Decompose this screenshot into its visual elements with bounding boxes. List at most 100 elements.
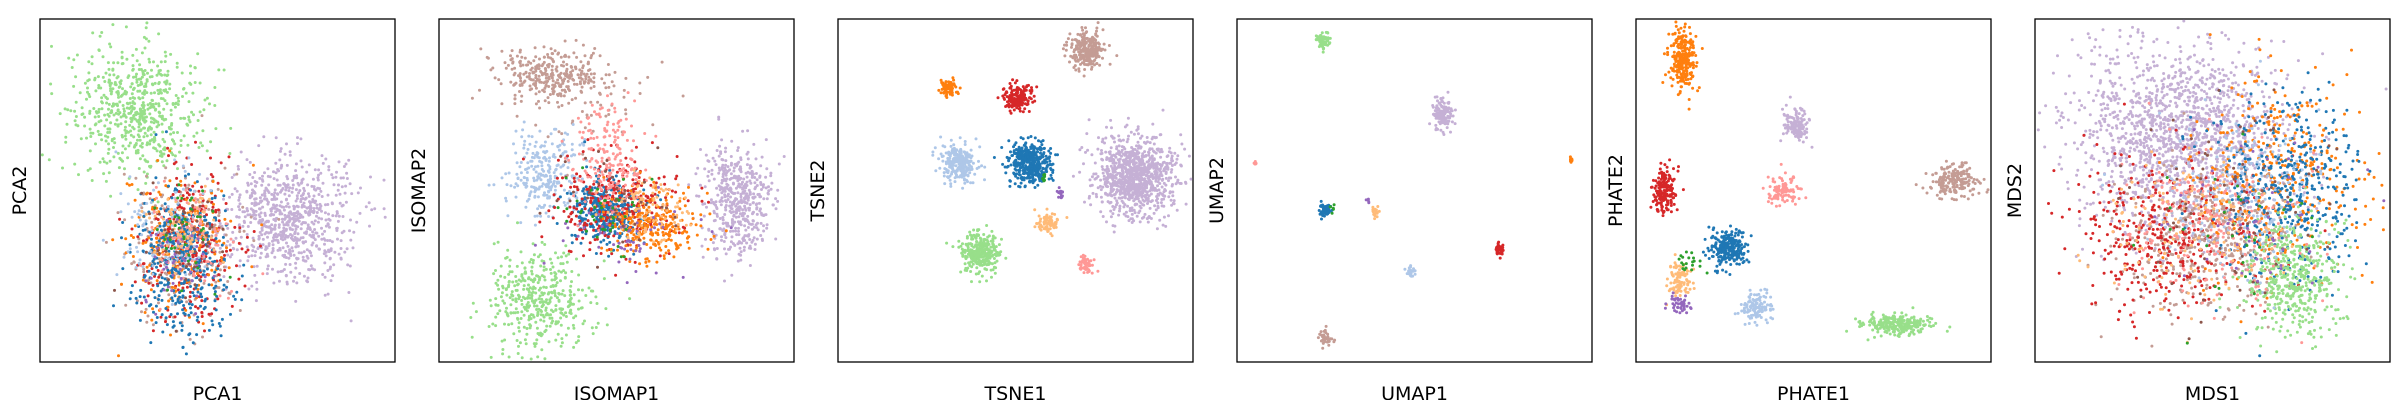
data-point-cluster-3 [525,199,529,203]
data-point-cluster-4 [771,203,775,207]
data-point-cluster-0 [162,107,166,111]
data-point-cluster-6 [633,160,637,164]
data-point-cluster-2 [507,355,511,359]
data-point-cluster-2 [489,355,493,359]
data-point-cluster-6 [126,202,130,206]
data-point-cluster-1 [296,210,300,214]
data-point-cluster-0 [197,146,201,149]
data-point-cluster-1 [320,226,323,230]
data-point-cluster-1 [263,214,267,217]
data-point-cluster-4 [748,238,752,241]
data-point-cluster-0 [138,138,142,142]
data-point-cluster-2 [499,295,503,299]
data-point-cluster-5 [555,222,559,225]
data-point-cluster-11 [196,266,200,270]
data-point-cluster-1 [294,169,298,173]
data-point-cluster-1 [519,99,523,103]
data-point-cluster-4 [759,183,763,186]
data-point-cluster-1 [301,203,304,207]
data-point-cluster-0 [528,72,531,75]
data-point-cluster-1 [272,195,276,199]
data-point-cluster-3 [526,147,530,151]
data-point-cluster-0 [542,90,546,94]
data-point-cluster-0 [117,166,121,170]
data-point-cluster-4 [756,221,759,225]
data-point-cluster-5 [157,294,161,298]
data-point-cluster-0 [104,139,108,143]
data-point-cluster-3 [531,151,535,155]
data-point-cluster-0 [598,92,602,96]
data-point-cluster-0 [165,102,169,106]
data-point-cluster-3 [515,172,519,176]
data-point-cluster-4 [756,193,760,196]
data-point-cluster-1 [264,245,268,249]
data-point-cluster-0 [159,150,163,153]
data-point-cluster-4 [211,230,215,234]
data-point-cluster-0 [506,63,510,67]
data-point-cluster-3 [542,144,546,148]
data-point-cluster-4 [155,279,159,283]
data-point-cluster-0 [537,74,541,78]
data-point-cluster-0 [112,61,116,65]
data-point-cluster-0 [148,60,152,64]
data-point-cluster-4 [734,229,738,233]
data-point-cluster-0 [85,97,88,101]
data-point-cluster-8 [201,232,205,235]
data-point-cluster-0 [149,165,152,169]
data-point-cluster-1 [312,194,316,198]
data-point-cluster-0 [589,72,593,76]
data-point-cluster-0 [107,102,111,106]
data-point-cluster-4 [760,155,764,159]
data-point-cluster-1 [331,176,335,180]
data-point-cluster-4 [132,236,135,239]
data-point-cluster-4 [144,192,148,196]
data-point-cluster-6 [578,174,582,178]
data-point-cluster-3 [534,170,538,174]
data-point-cluster-2 [548,257,552,261]
data-point-cluster-1 [335,170,338,174]
data-point-cluster-3 [180,206,184,210]
data-point-cluster-1 [622,88,626,92]
data-point-cluster-1 [589,113,593,117]
data-point-cluster-5 [607,254,611,258]
data-point-cluster-1 [295,176,299,180]
data-point-cluster-1 [263,189,267,193]
data-point-cluster-0 [83,124,87,128]
data-point-cluster-3 [202,259,206,263]
data-point-cluster-3 [228,248,232,252]
data-point-cluster-4 [169,333,172,337]
data-point-cluster-1 [295,281,299,285]
data-point-cluster-3 [210,223,214,227]
data-point-cluster-2 [142,270,146,274]
data-point-cluster-10 [140,191,144,195]
data-point-cluster-11 [168,238,172,242]
data-point-cluster-0 [146,160,150,164]
data-point-cluster-1 [323,249,327,253]
data-point-cluster-2 [539,318,543,322]
data-point-cluster-4 [702,214,706,218]
data-point-cluster-2 [541,303,545,307]
data-point-cluster-3 [197,248,201,252]
data-point-cluster-1 [250,284,254,288]
data-point-cluster-2 [494,281,498,285]
data-point-cluster-3 [530,155,534,159]
data-point-cluster-0 [538,57,541,61]
data-point-cluster-3 [118,217,122,221]
data-point-cluster-2 [145,174,148,178]
data-point-cluster-11 [177,216,181,220]
data-point-cluster-2 [567,304,571,308]
data-point-cluster-0 [512,83,516,87]
data-point-cluster-4 [753,242,757,246]
data-point-cluster-5 [583,196,587,200]
data-point-cluster-2 [534,291,538,295]
data-point-cluster-0 [116,61,120,65]
data-point-cluster-3 [164,320,167,324]
data-point-cluster-3 [200,299,204,303]
data-point-cluster-6 [135,245,138,249]
data-point-cluster-9 [203,275,207,279]
data-point-cluster-4 [124,237,128,241]
data-point-cluster-0 [163,60,167,64]
data-point-cluster-0 [607,85,611,89]
data-point-cluster-1 [272,203,275,207]
data-point-cluster-3 [200,185,204,189]
